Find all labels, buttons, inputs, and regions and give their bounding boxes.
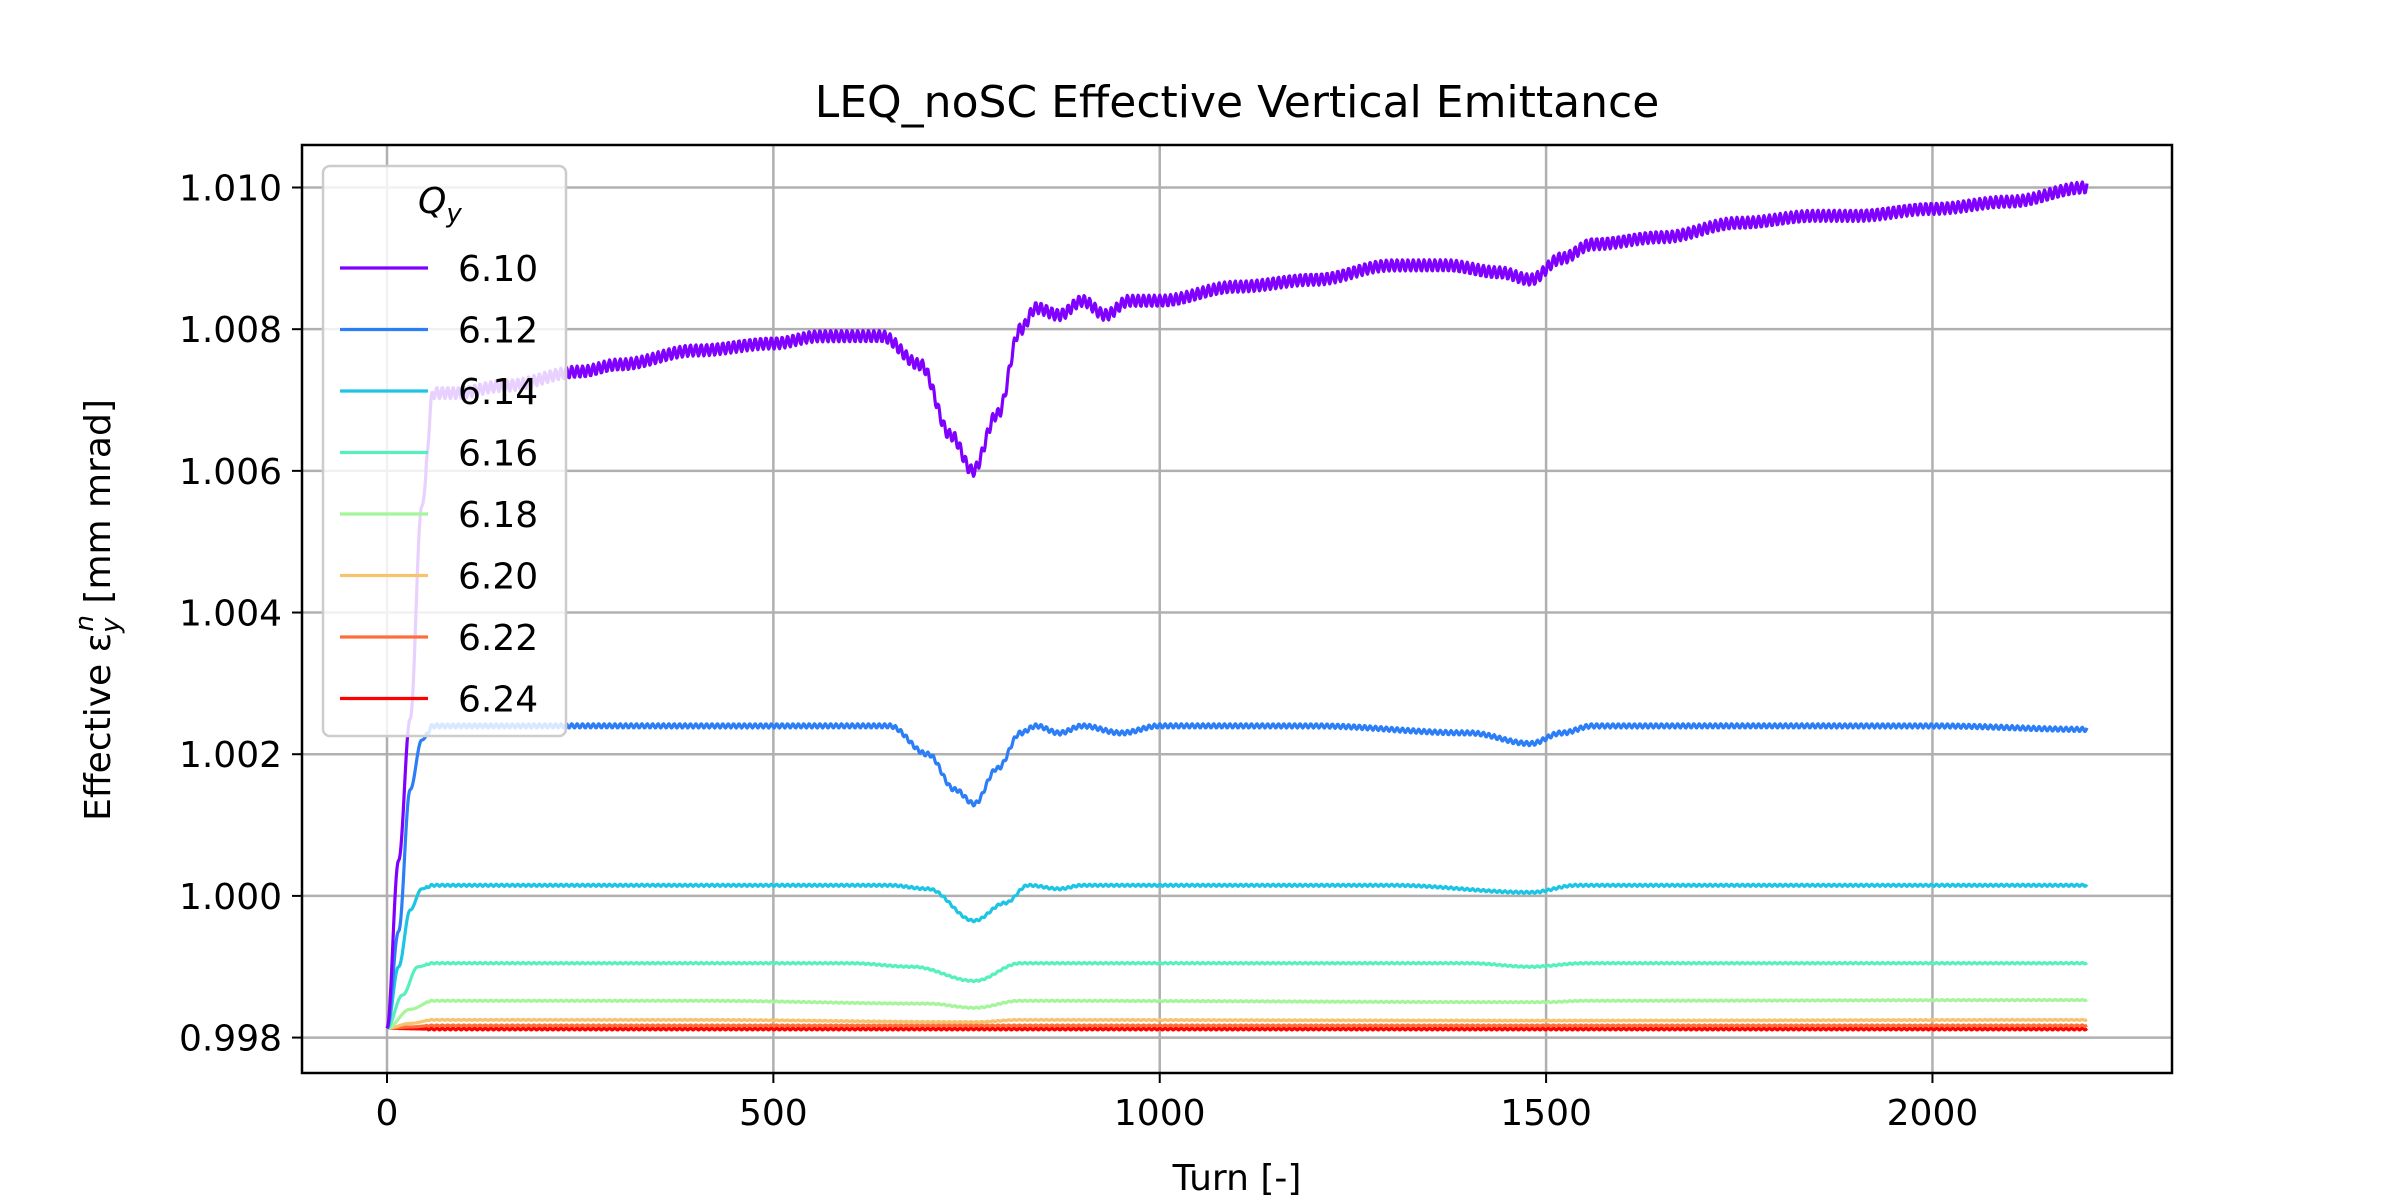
legend-label-6-18: 6.18 [458, 495, 538, 536]
y-tick-label: 0.998 [179, 1019, 282, 1060]
y-tick-label: 1.010 [179, 169, 282, 210]
series-line-6-18 [386, 997, 2088, 1030]
x-axis-label: Turn [-] [1172, 1158, 1302, 1199]
legend-box [321, 164, 568, 738]
x-tick-label: 2000 [1887, 1093, 1979, 1134]
legend-label-6-24: 6.24 [458, 680, 538, 721]
series-line-6-24 [386, 1026, 2089, 1032]
legend-label-6-12: 6.12 [458, 311, 538, 352]
series-line-6-20 [386, 1017, 2088, 1030]
legend-label-6-16: 6.16 [458, 434, 538, 475]
legend-label-6-10: 6.10 [458, 249, 538, 290]
series-line-6-14 [385, 882, 2089, 1030]
series-line-6-12 [385, 722, 2089, 1030]
y-axis-label-subscript: y [96, 617, 126, 634]
x-tick-label: 0 [376, 1093, 399, 1134]
x-tick-label: 500 [739, 1093, 808, 1134]
y-axis-label-unit: [mm mrad] [78, 399, 119, 615]
legend-title: Qy [418, 181, 462, 229]
series-line-6-16 [386, 960, 2088, 1030]
x-tick-label: 1500 [1500, 1093, 1592, 1134]
y-axis-label-superscript: n [70, 615, 100, 631]
y-tick-label: 1.002 [179, 735, 282, 776]
y-axis-label: Effective εyn [mm mrad] [70, 399, 126, 821]
legend-label-6-20: 6.20 [458, 557, 538, 598]
x-tick-label: 1000 [1114, 1093, 1206, 1134]
y-axis-label-main: Effective ε [78, 633, 119, 821]
legend: Qy 6.10 6.12 6.14 6.16 6.18 6.20 6.22 6.24 [321, 164, 568, 738]
y-tick-label: 1.000 [179, 877, 282, 918]
legend-label-6-22: 6.22 [458, 618, 538, 659]
chart-title: LEQ_noSC Effective Vertical Emittance [815, 77, 1660, 128]
y-axis-ticks: 0.998 1.000 1.002 1.004 1.006 1.008 1.010 [179, 169, 302, 1060]
y-tick-label: 1.006 [179, 452, 282, 493]
plot-frame [300, 143, 2174, 1075]
y-tick-label: 1.008 [179, 310, 282, 351]
x-axis-ticks: 0 500 1000 1500 2000 [376, 1073, 1979, 1134]
legend-entries: 6.10 6.12 6.14 6.16 6.18 6.20 6.22 6.24 [340, 249, 538, 721]
series-line-6-22 [386, 1023, 2088, 1030]
y-tick-label: 1.004 [179, 594, 282, 635]
series-lines [385, 180, 2089, 1032]
series-line-6-10 [385, 180, 2089, 1029]
legend-label-6-14: 6.14 [458, 372, 538, 413]
